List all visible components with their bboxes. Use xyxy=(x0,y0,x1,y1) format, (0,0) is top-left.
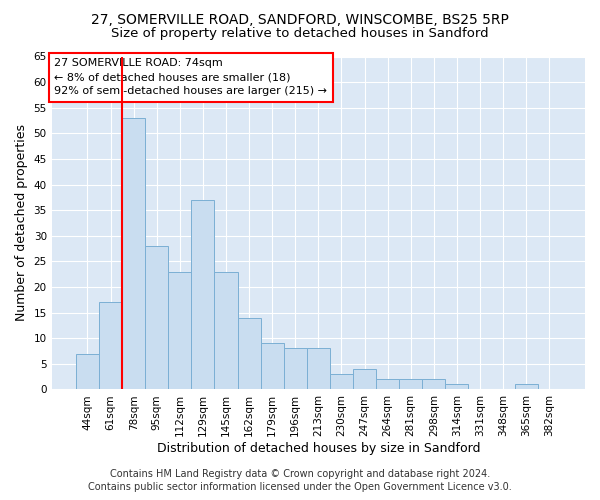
Bar xyxy=(99,302,122,390)
Bar xyxy=(307,348,330,390)
Bar xyxy=(168,272,191,390)
Text: 27, SOMERVILLE ROAD, SANDFORD, WINSCOMBE, BS25 5RP: 27, SOMERVILLE ROAD, SANDFORD, WINSCOMBE… xyxy=(91,12,509,26)
Bar xyxy=(76,354,99,390)
Bar xyxy=(376,379,399,390)
Bar xyxy=(399,379,422,390)
Bar xyxy=(214,272,238,390)
X-axis label: Distribution of detached houses by size in Sandford: Distribution of detached houses by size … xyxy=(157,442,480,455)
Bar xyxy=(260,344,284,390)
Bar xyxy=(353,369,376,390)
Bar xyxy=(515,384,538,390)
Bar xyxy=(145,246,168,390)
Bar xyxy=(330,374,353,390)
Bar xyxy=(422,379,445,390)
Bar xyxy=(238,318,260,390)
Bar xyxy=(191,200,214,390)
Bar xyxy=(445,384,469,390)
Text: 27 SOMERVILLE ROAD: 74sqm
← 8% of detached houses are smaller (18)
92% of semi-d: 27 SOMERVILLE ROAD: 74sqm ← 8% of detach… xyxy=(55,58,328,96)
Bar xyxy=(122,118,145,390)
Bar xyxy=(284,348,307,390)
Text: Size of property relative to detached houses in Sandford: Size of property relative to detached ho… xyxy=(111,28,489,40)
Y-axis label: Number of detached properties: Number of detached properties xyxy=(15,124,28,322)
Text: Contains HM Land Registry data © Crown copyright and database right 2024.
Contai: Contains HM Land Registry data © Crown c… xyxy=(88,470,512,492)
